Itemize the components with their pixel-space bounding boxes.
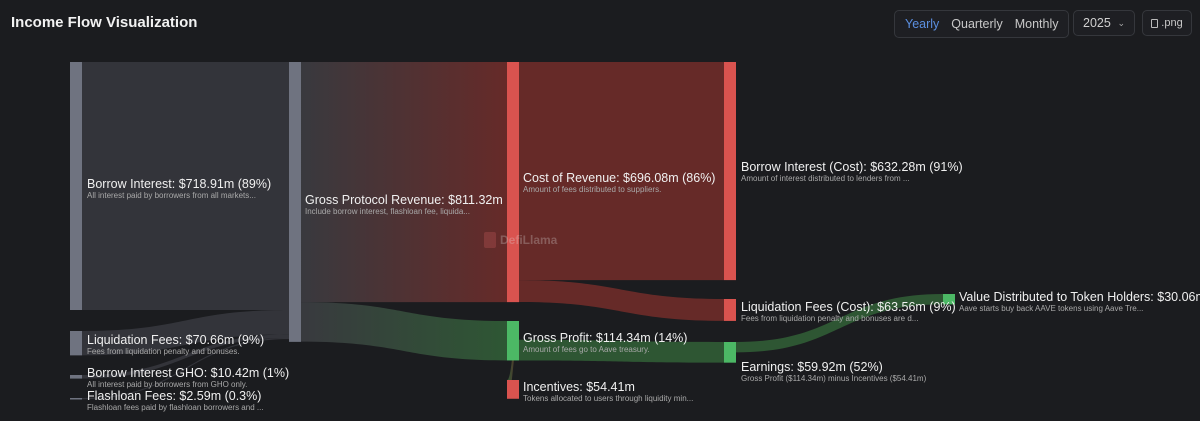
node-description: Gross Profit ($114.34m) minus Incentives… xyxy=(741,374,927,383)
defillama-watermark: DefiLlama xyxy=(484,232,557,248)
node-label-borrow_interest_cost: Borrow Interest (Cost): $632.28m (91%) Am… xyxy=(741,160,963,184)
file-icon xyxy=(1151,18,1159,28)
node-label-incentives: Incentives: $54.41m Tokens allocated to u… xyxy=(523,380,693,404)
header: Income Flow Visualization Yearly Quarter… xyxy=(0,0,1200,50)
node-name: Earnings: $59.92m (52%) xyxy=(741,360,883,374)
node-bar-cost_of_revenue[interactable] xyxy=(507,62,519,303)
node-label-value_distributed: Value Distributed to Token Holders: $30.… xyxy=(959,290,1200,314)
export-png-button[interactable]: .png xyxy=(1142,10,1192,36)
node-label-borrow_interest: Borrow Interest: $718.91m (89%) All inter… xyxy=(87,177,271,201)
node-name: Cost of Revenue: $696.08m (86%) xyxy=(523,171,716,185)
node-bar-liquidation_fees[interactable] xyxy=(70,331,82,356)
node-name: Gross Protocol Revenue: $811.32m xyxy=(305,193,503,207)
period-yearly-button[interactable]: Yearly xyxy=(905,17,940,31)
node-label-borrow_interest_gho: Borrow Interest GHO: $10.42m (1%) All int… xyxy=(87,366,289,390)
node-bar-borrow_interest[interactable] xyxy=(70,62,82,310)
flow-link-gross_revenue-to-cost_of_revenue[interactable] xyxy=(301,62,507,303)
flow-link-earnings-to-value_distributed[interactable] xyxy=(736,294,943,353)
node-bar-flashloan_fees[interactable] xyxy=(70,398,82,400)
chevron-down-icon: ⌄ xyxy=(1117,17,1125,28)
node-description: Amount of fees distributed to suppliers. xyxy=(523,185,662,194)
node-description: All interest paid by borrowers from GHO … xyxy=(87,380,248,389)
node-bar-gross_revenue[interactable] xyxy=(289,62,301,342)
flow-link-flashloan_fees-to-gross_revenue[interactable] xyxy=(82,337,289,400)
flow-link-cost_of_revenue-to-borrow_interest_cost[interactable] xyxy=(519,62,724,281)
page-title: Income Flow Visualization xyxy=(11,14,198,31)
node-description: All interest paid by borrowers from all … xyxy=(87,191,256,200)
watermark-text: DefiLlama xyxy=(500,233,558,247)
export-png-label: .png xyxy=(1161,17,1183,29)
flow-link-cost_of_revenue-to-liquidation_fees_cost[interactable] xyxy=(519,280,724,321)
node-label-cost_of_revenue: Cost of Revenue: $696.08m (86%) Amount of… xyxy=(523,171,715,195)
node-name: Value Distributed to Token Holders: $30.… xyxy=(959,290,1200,304)
node-name: Liquidation Fees (Cost): $63.56m (9%) xyxy=(741,300,956,314)
node-description: Fees from liquidation penalty and bonuse… xyxy=(87,347,240,356)
node-name: Incentives: $54.41m xyxy=(523,380,635,394)
node-label-liquidation_fees_cost: Liquidation Fees (Cost): $63.56m (9%) Fee… xyxy=(741,300,956,324)
node-bar-value_distributed[interactable] xyxy=(943,294,955,305)
node-name: Flashloan Fees: $2.59m (0.3%) xyxy=(87,389,262,403)
node-label-earnings: Earnings: $59.92m (52%) Gross Profit ($11… xyxy=(741,360,926,384)
period-quarterly-button[interactable]: Quarterly xyxy=(951,17,1003,31)
node-description: Flashloan fees paid by flashloan borrowe… xyxy=(87,403,264,412)
flow-link-borrow_interest_gho-to-gross_revenue[interactable] xyxy=(82,334,289,379)
node-label-liquidation_fees: Liquidation Fees: $70.66m (9%) Fees from … xyxy=(87,333,264,357)
node-name: Liquidation Fees: $70.66m (9%) xyxy=(87,333,265,347)
year-value: 2025 xyxy=(1083,16,1111,30)
node-description: Amount of interest distributed to lender… xyxy=(741,174,910,183)
node-name: Borrow Interest: $718.91m (89%) xyxy=(87,177,272,191)
node-description: Amount of fees go to Aave treasury. xyxy=(523,345,650,354)
node-bar-borrow_interest_cost[interactable] xyxy=(724,62,736,281)
node-name: Borrow Interest (Cost): $632.28m (91%) xyxy=(741,160,963,174)
flow-link-borrow_interest-to-gross_revenue[interactable] xyxy=(82,62,289,310)
node-name: Borrow Interest GHO: $10.42m (1%) xyxy=(87,366,290,380)
node-description: Aave starts buy back AAVE tokens using A… xyxy=(959,304,1144,313)
node-bar-gross_profit[interactable] xyxy=(507,321,519,361)
flow-link-gross_profit-to-earnings[interactable] xyxy=(519,339,724,363)
node-label-gross_profit: Gross Profit: $114.34m (14%) Amount of fe… xyxy=(523,331,687,355)
node-description: Tokens allocated to users through liquid… xyxy=(523,394,694,403)
period-toggle: Yearly Quarterly Monthly xyxy=(894,10,1070,38)
flow-link-gross_revenue-to-gross_profit[interactable] xyxy=(301,302,507,361)
node-bar-earnings[interactable] xyxy=(724,342,736,363)
flow-link-liquidation_fees-to-gross_revenue[interactable] xyxy=(82,310,289,356)
llama-logo-icon xyxy=(484,232,496,248)
year-select[interactable]: 2025 ⌄ xyxy=(1073,10,1135,36)
node-label-flashloan_fees: Flashloan Fees: $2.59m (0.3%) Flashloan f… xyxy=(87,389,264,413)
node-label-gross_revenue: Gross Protocol Revenue: $811.32m Include … xyxy=(305,193,503,217)
node-bar-liquidation_fees_cost[interactable] xyxy=(724,299,736,321)
node-bar-incentives[interactable] xyxy=(507,380,519,399)
node-bar-borrow_interest_gho[interactable] xyxy=(70,375,82,379)
node-name: Gross Profit: $114.34m (14%) xyxy=(523,331,688,345)
period-monthly-button[interactable]: Monthly xyxy=(1014,17,1059,31)
node-description: Include borrow interest, flashloan fee, … xyxy=(305,207,470,216)
node-description: Fees from liquidation penalty and bonuse… xyxy=(741,314,919,323)
